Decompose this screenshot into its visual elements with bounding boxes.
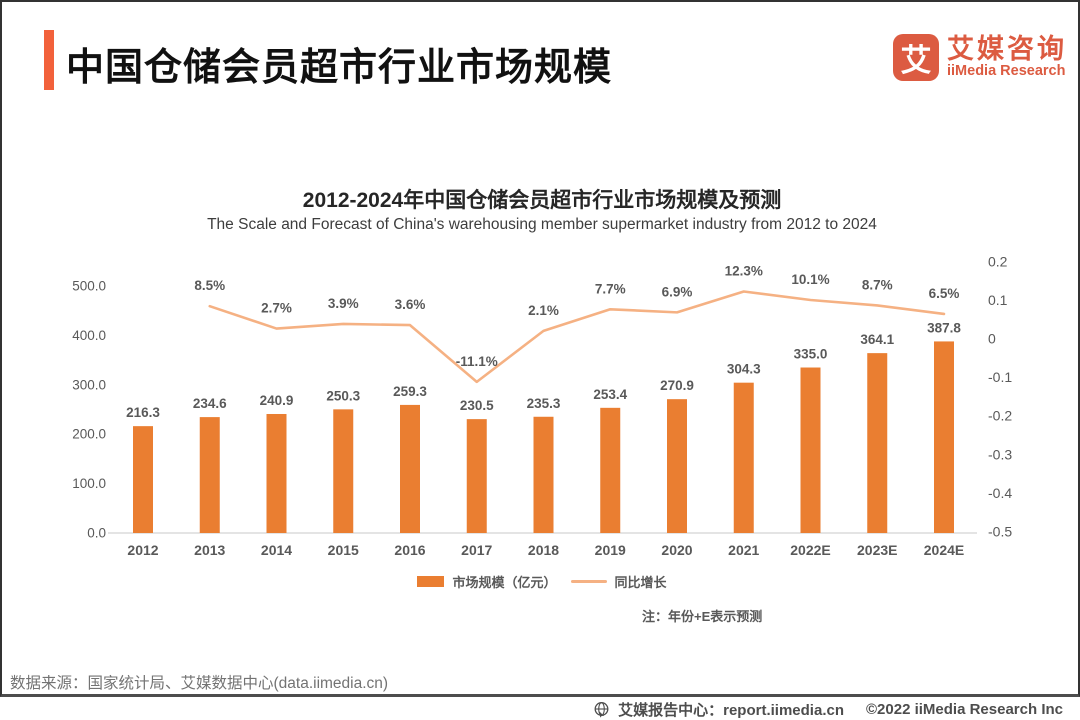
bar bbox=[266, 413, 287, 533]
legend-item-growth: 同比增长 bbox=[570, 572, 667, 591]
y-left-tick-label: 400.0 bbox=[72, 328, 106, 343]
x-tick-label: 2015 bbox=[328, 542, 359, 558]
y-right-tick-label: -0.3 bbox=[988, 446, 1012, 462]
growth-value-label: 3.6% bbox=[395, 297, 426, 312]
x-tick-label: 2018 bbox=[528, 542, 559, 558]
bar-value-label: 230.5 bbox=[460, 398, 494, 413]
y-left-tick-label: 100.0 bbox=[72, 476, 106, 491]
y-left-tick-label: 200.0 bbox=[72, 427, 106, 442]
bar bbox=[867, 353, 888, 533]
brand-name-en: iiMedia Research bbox=[947, 62, 1066, 79]
bar-series-swatch bbox=[417, 576, 445, 587]
bar-value-label: 250.3 bbox=[326, 388, 360, 403]
growth-value-label: 3.9% bbox=[328, 296, 359, 311]
bar bbox=[400, 404, 420, 533]
growth-value-label: 12.3% bbox=[725, 264, 763, 279]
x-tick-label: 2020 bbox=[661, 542, 692, 558]
y-left-tick-label: 0.0 bbox=[87, 526, 106, 541]
bar bbox=[600, 407, 621, 533]
forecast-note: 注：年份+E表示预测 bbox=[642, 609, 763, 624]
bar bbox=[934, 341, 954, 533]
page-title: 中国仓储会员超市行业市场规模 bbox=[66, 47, 613, 89]
bar-value-label: 235.3 bbox=[527, 396, 561, 411]
line-series-label: 同比增长 bbox=[614, 575, 667, 590]
x-tick-label: 2019 bbox=[595, 542, 626, 558]
bar bbox=[333, 409, 354, 533]
bar-value-label: 387.8 bbox=[927, 320, 961, 335]
growth-value-label: 2.1% bbox=[528, 303, 559, 318]
y-right-tick-label: -0.2 bbox=[988, 408, 1012, 424]
bar-value-label: 304.3 bbox=[727, 362, 761, 377]
bar-value-label: 216.3 bbox=[126, 405, 160, 420]
x-tick-label: 2016 bbox=[394, 542, 425, 558]
x-tick-label: 2023E bbox=[857, 542, 897, 558]
growth-value-label: 7.7% bbox=[595, 281, 626, 296]
iimedia-logo: 艾 艾媒咨询 iiMedia Research bbox=[893, 34, 1067, 81]
y-left-tick-label: 300.0 bbox=[72, 377, 106, 392]
chart-legend: 市场规模（亿元） 同比增长 bbox=[2, 572, 1080, 591]
bar-value-label: 364.1 bbox=[860, 332, 894, 347]
bar bbox=[133, 426, 153, 533]
iimedia-logo-text: 艾媒咨询 iiMedia Research bbox=[947, 34, 1067, 81]
y-right-tick-label: 0 bbox=[988, 331, 996, 347]
bar bbox=[733, 382, 754, 533]
bar-value-label: 240.9 bbox=[260, 393, 294, 408]
x-tick-label: 2017 bbox=[461, 542, 492, 558]
x-tick-label: 2013 bbox=[194, 542, 225, 558]
y-left-tick-label: 500.0 bbox=[72, 279, 106, 294]
bar-value-label: 234.6 bbox=[193, 396, 227, 411]
iimedia-logo-icon: 艾 bbox=[893, 34, 939, 81]
bar bbox=[466, 419, 487, 533]
y-right-tick-label: 0.2 bbox=[988, 253, 1008, 269]
y-right-tick-label: -0.5 bbox=[988, 524, 1012, 540]
legend-item-market-scale: 市场规模（亿元） bbox=[417, 572, 557, 591]
chart-subtitle: The Scale and Forecast of China's wareho… bbox=[207, 216, 877, 233]
bar-value-label: 335.0 bbox=[794, 347, 828, 362]
growth-value-label: 8.7% bbox=[862, 277, 893, 292]
y-right-tick-label: -0.1 bbox=[988, 369, 1012, 385]
bar-value-label: 270.9 bbox=[660, 378, 694, 393]
report-frame: 中国仓储会员超市行业市场规模 艾 艾媒咨询 iiMedia Research 2… bbox=[0, 0, 1080, 697]
growth-line bbox=[208, 290, 946, 384]
growth-value-label: -11.1% bbox=[456, 354, 498, 369]
x-tick-label: 2024E bbox=[924, 542, 964, 558]
bar-value-label: 253.4 bbox=[593, 387, 627, 402]
growth-value-label: 6.9% bbox=[662, 284, 693, 299]
x-tick-label: 2022E bbox=[790, 542, 830, 558]
bar bbox=[800, 367, 821, 533]
bar bbox=[667, 399, 687, 533]
bar-series-label: 市场规模（亿元） bbox=[452, 575, 557, 590]
growth-value-label: 2.7% bbox=[261, 301, 292, 316]
brand-name-cn: 艾媒咨询 bbox=[947, 34, 1067, 65]
bar bbox=[199, 417, 220, 533]
growth-value-label: 10.1% bbox=[791, 272, 829, 287]
x-tick-label: 2021 bbox=[728, 542, 759, 558]
bar-value-label: 259.3 bbox=[393, 384, 427, 399]
report-center-text: 艾媒报告中心：report.iimedia.cn bbox=[618, 702, 844, 719]
report-footer-bar: 艾媒报告中心：report.iimedia.cn ©2022 iiMedia R… bbox=[593, 699, 1063, 720]
growth-value-label: 6.5% bbox=[929, 286, 960, 301]
x-tick-label: 2012 bbox=[127, 542, 158, 558]
x-tick-label: 2014 bbox=[261, 542, 292, 558]
bar bbox=[533, 416, 554, 533]
y-right-tick-label: -0.4 bbox=[988, 485, 1012, 501]
y-right-tick-label: 0.1 bbox=[988, 292, 1008, 308]
copyright-text: ©2022 iiMedia Research Inc bbox=[866, 701, 1063, 718]
growth-value-label: 8.5% bbox=[194, 278, 225, 293]
line-series-swatch bbox=[570, 580, 607, 583]
title-accent-bar bbox=[44, 30, 54, 90]
globe-cursor-icon bbox=[593, 701, 610, 718]
data-source: 数据来源：国家统计局、艾媒数据中心(data.iimedia.cn) bbox=[10, 675, 389, 692]
chart-title: 2012-2024年中国仓储会员超市行业市场规模及预测 bbox=[302, 189, 782, 212]
